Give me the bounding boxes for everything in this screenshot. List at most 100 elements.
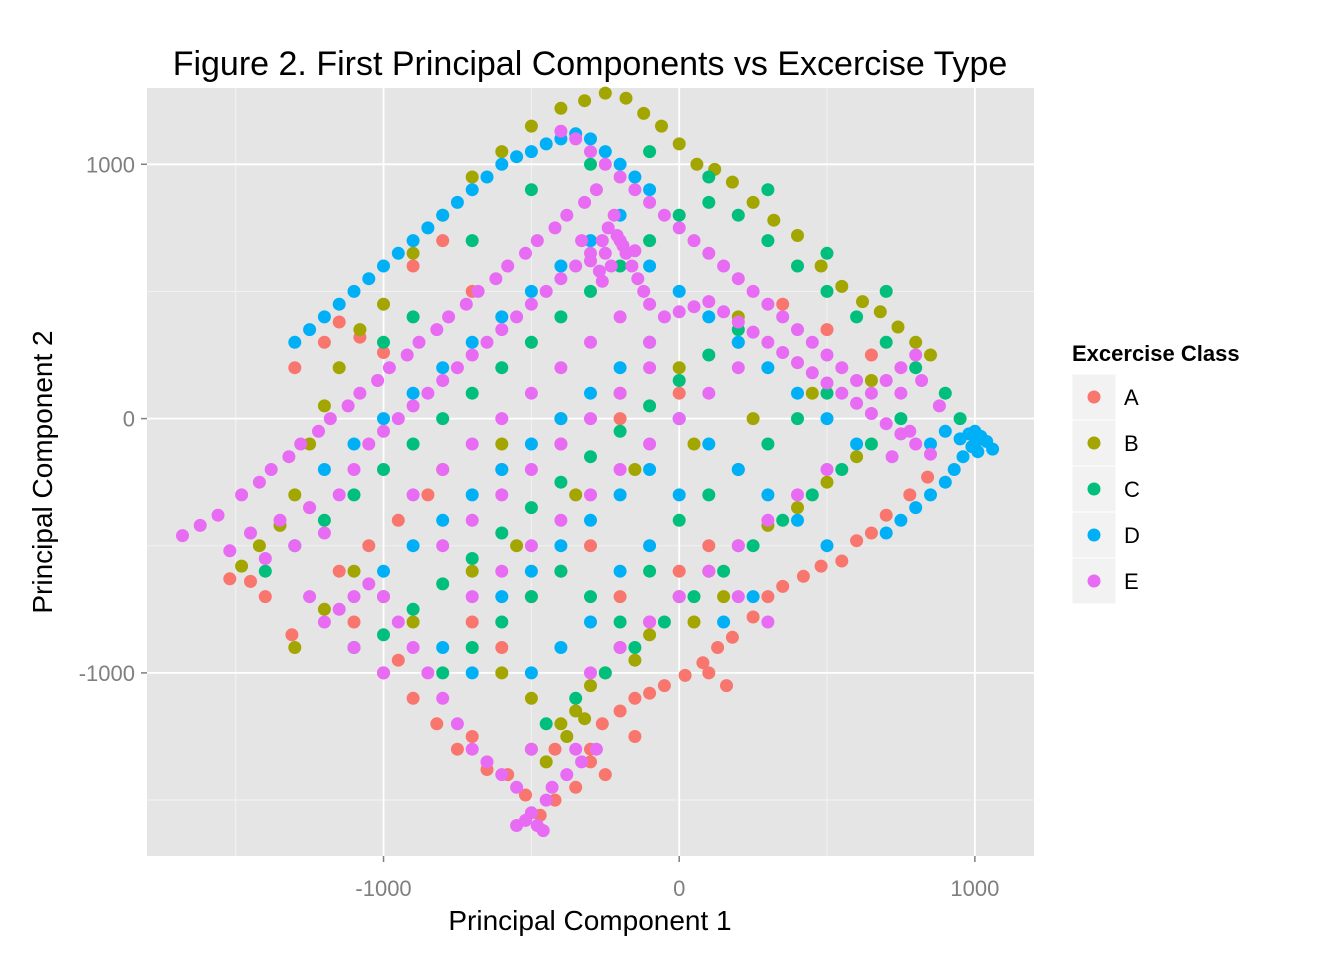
data-point <box>524 145 538 159</box>
data-point <box>820 475 834 489</box>
data-point <box>465 335 479 349</box>
data-point <box>495 488 509 502</box>
data-point <box>495 768 509 782</box>
data-point <box>598 157 612 171</box>
data-point <box>303 323 317 337</box>
data-point <box>406 234 420 248</box>
data-point <box>657 615 671 629</box>
data-point <box>495 157 509 171</box>
data-point <box>835 361 849 375</box>
data-point <box>820 284 834 298</box>
data-point <box>235 488 249 502</box>
data-point <box>746 325 760 339</box>
data-point <box>554 513 568 527</box>
legend-label: D <box>1124 523 1140 548</box>
data-point <box>598 666 612 680</box>
data-point <box>436 412 450 426</box>
data-point <box>702 246 716 260</box>
data-point <box>465 641 479 654</box>
data-point <box>554 475 568 489</box>
data-point <box>362 577 376 591</box>
data-point <box>510 310 524 324</box>
data-point <box>495 526 509 540</box>
data-point <box>391 246 405 260</box>
data-point <box>915 374 929 387</box>
data-point <box>717 590 731 604</box>
data-point <box>791 259 804 273</box>
data-point <box>604 259 618 273</box>
data-point <box>924 447 937 461</box>
data-point <box>223 572 237 586</box>
data-point <box>436 234 450 248</box>
data-point <box>613 615 627 629</box>
data-point <box>687 437 701 451</box>
data-point <box>288 335 302 349</box>
data-point <box>850 534 864 548</box>
data-point <box>495 361 509 375</box>
data-point <box>725 175 739 189</box>
data-point <box>761 488 775 502</box>
data-point <box>347 488 361 502</box>
legend-key <box>1071 465 1117 513</box>
data-point <box>761 437 775 451</box>
data-point <box>495 590 509 604</box>
data-point <box>536 824 550 838</box>
data-point <box>524 297 538 311</box>
data-point <box>524 691 538 705</box>
data-point <box>956 450 970 464</box>
data-point <box>465 742 479 756</box>
legend-item: A <box>1071 373 1139 421</box>
data-point <box>702 488 716 502</box>
data-point <box>554 272 568 286</box>
data-point <box>643 145 657 159</box>
data-point <box>584 157 597 171</box>
data-point <box>687 300 701 314</box>
data-point <box>524 437 538 451</box>
data-point <box>495 412 509 426</box>
data-point <box>332 602 346 616</box>
data-point <box>406 310 420 324</box>
data-point <box>885 450 899 464</box>
data-point <box>791 488 804 502</box>
data-point <box>436 374 450 387</box>
data-point <box>465 513 479 527</box>
legend-label: B <box>1124 431 1139 456</box>
data-point <box>406 386 420 400</box>
data-point <box>864 386 878 400</box>
data-point <box>450 717 464 731</box>
data-point <box>711 641 725 654</box>
data-point <box>377 259 390 273</box>
data-point <box>436 641 450 654</box>
data-point <box>495 641 509 654</box>
data-point <box>643 297 657 311</box>
data-point <box>879 417 893 431</box>
data-point <box>643 259 657 273</box>
data-point <box>288 539 302 553</box>
data-point <box>731 335 745 349</box>
data-point <box>814 259 828 273</box>
data-point <box>717 564 731 578</box>
legend-item: B <box>1071 419 1139 467</box>
data-point <box>569 742 583 756</box>
data-point <box>524 335 538 349</box>
data-point <box>578 195 592 209</box>
data-point <box>953 412 967 426</box>
data-point <box>938 475 952 489</box>
data-point <box>717 305 731 319</box>
data-point <box>578 712 592 726</box>
data-point <box>465 348 479 362</box>
data-point <box>613 361 627 375</box>
data-point <box>879 374 893 387</box>
data-point <box>776 346 790 359</box>
data-point <box>731 272 745 286</box>
data-point <box>264 463 278 476</box>
data-point <box>850 374 864 387</box>
data-point <box>696 656 710 670</box>
data-point <box>400 348 414 362</box>
data-point <box>495 323 509 337</box>
data-point <box>584 590 597 604</box>
data-point <box>406 246 420 260</box>
data-point <box>894 513 908 527</box>
data-point <box>465 386 479 400</box>
data-point <box>584 666 597 680</box>
